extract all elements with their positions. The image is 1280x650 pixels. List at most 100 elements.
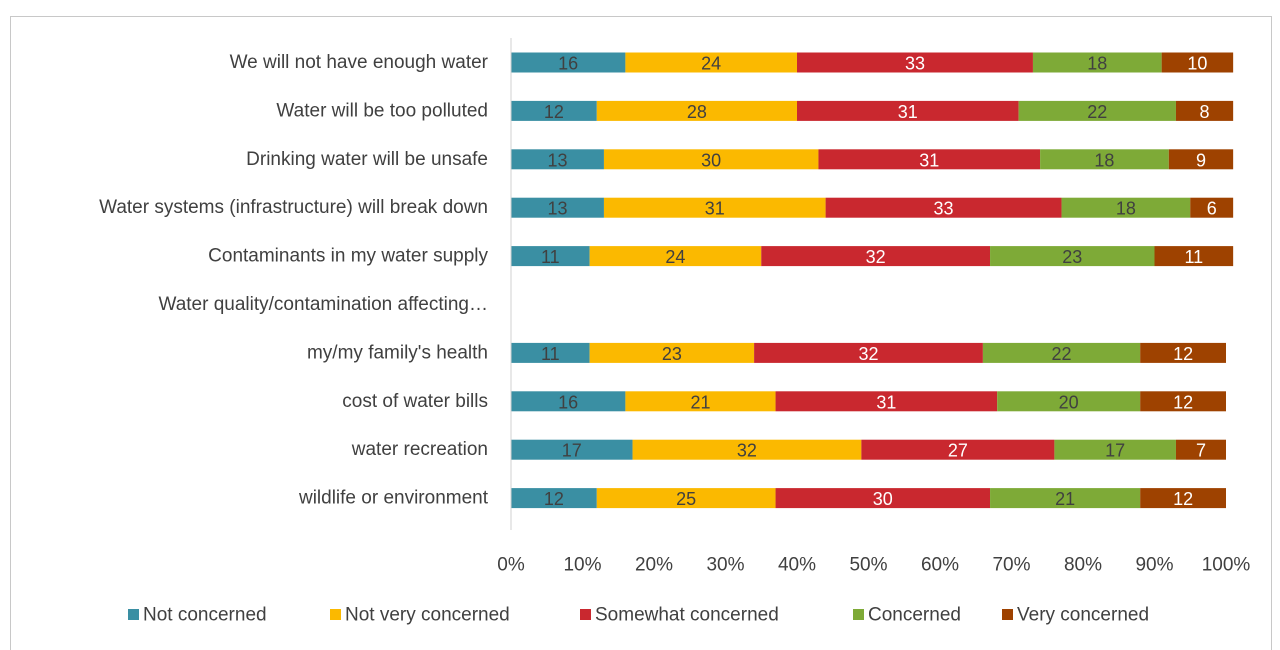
data-label: 16 (558, 54, 578, 74)
data-label: 22 (1052, 344, 1072, 364)
data-label: 30 (873, 489, 893, 509)
data-label: 12 (1173, 392, 1193, 412)
bar-segment (511, 149, 604, 170)
x-tick-label: 20% (635, 555, 673, 576)
data-label: 18 (1116, 199, 1136, 219)
bar-segment (797, 52, 1033, 73)
bar-segment (511, 246, 590, 267)
data-label: 20 (1059, 392, 1079, 412)
legend-item: Somewhat concerned (580, 605, 779, 626)
category-label: Contaminants in my water supply (208, 246, 488, 267)
data-label: 11 (1184, 247, 1203, 267)
bar-segment (625, 52, 797, 73)
category-label: my/my family's health (307, 342, 488, 363)
data-label: 8 (1200, 102, 1210, 122)
x-tick-label: 30% (706, 555, 744, 576)
legend-item: Concerned (853, 605, 961, 626)
bar-segment (625, 391, 776, 412)
x-tick-label: 60% (921, 555, 959, 576)
x-tick-label: 100% (1202, 555, 1251, 576)
data-label: 18 (1087, 54, 1107, 74)
legend-label: Somewhat concerned (595, 605, 779, 626)
legend-item: Very concerned (1002, 605, 1149, 626)
legend-label: Concerned (868, 605, 961, 626)
x-tick-label: 80% (1064, 555, 1102, 576)
data-label: 27 (948, 441, 968, 461)
bar-segment (511, 439, 633, 460)
data-label: 6 (1207, 199, 1217, 219)
data-label: 23 (1062, 247, 1082, 267)
data-label: 24 (701, 54, 721, 74)
bar-segment (596, 100, 797, 121)
x-tick-label: 0% (497, 555, 525, 576)
bar-segment (1168, 149, 1234, 170)
data-label: 31 (705, 199, 725, 219)
data-label: 21 (690, 392, 710, 412)
bar-segment (1061, 197, 1191, 218)
legend-item: Not very concerned (330, 605, 510, 626)
data-label: 12 (544, 489, 564, 509)
bar-segment (511, 52, 626, 73)
legend: Not concerned Not very concerned Somewhat … (128, 605, 1149, 626)
bar-segment (603, 197, 826, 218)
data-label: 18 (1094, 150, 1114, 170)
bar-segment (775, 488, 991, 509)
data-label: 22 (1087, 102, 1107, 122)
data-label: 33 (934, 199, 954, 219)
x-tick-label: 10% (563, 555, 601, 576)
x-tick-label: 40% (778, 555, 816, 576)
bar-segment (511, 391, 626, 412)
bar-segment (825, 197, 1062, 218)
bar-segment (1175, 100, 1234, 121)
data-label: 31 (876, 392, 896, 412)
data-label: 12 (1173, 344, 1193, 364)
bar-segment (775, 391, 998, 412)
bar-segment (632, 439, 862, 460)
data-label: 17 (1105, 441, 1125, 461)
category-label: Water systems (infrastructure) will brea… (99, 197, 488, 218)
bar-segment (511, 488, 597, 509)
x-axis-ticks: 0% 10% 20% 30% 40% 50% 60% 70% 80% 90% 100% (497, 555, 1250, 576)
bar-segment (990, 488, 1141, 509)
data-label: 11 (541, 344, 560, 364)
bars-layer: 16 24 33 18 10 12 28 31 22 8 13 30 31 18 9 13 31 33 18 6 11 2… (511, 52, 1234, 509)
data-label: 23 (662, 344, 682, 364)
data-label: 32 (737, 441, 757, 461)
bar-segment (1154, 246, 1234, 267)
bar-segment (589, 342, 755, 363)
data-label: 16 (558, 392, 578, 412)
x-tick-label: 70% (992, 555, 1030, 576)
bar-segment (511, 342, 590, 363)
legend-swatch (853, 609, 864, 620)
bar-segment (1190, 197, 1234, 218)
bar-segment (982, 342, 1141, 363)
data-label: 13 (547, 199, 567, 219)
data-label: 31 (919, 150, 939, 170)
legend-item: Not concerned (128, 605, 267, 626)
bar-segment (1140, 488, 1226, 509)
data-label: 24 (665, 247, 685, 267)
data-label: 11 (541, 247, 560, 267)
bar-segment (1140, 342, 1226, 363)
legend-swatch (128, 609, 139, 620)
bar-segment (1054, 439, 1176, 460)
data-label: 25 (676, 489, 696, 509)
data-label: 28 (687, 102, 707, 122)
bar-segment (990, 246, 1155, 267)
legend-label: Not concerned (143, 605, 267, 626)
bar-segment (1161, 52, 1234, 73)
category-label: We will not have enough water (230, 52, 489, 73)
category-label: cost of water bills (342, 391, 488, 412)
legend-swatch (580, 609, 591, 620)
bar-segment (754, 342, 983, 363)
data-label: 31 (898, 102, 918, 122)
legend-swatch (330, 609, 341, 620)
data-label: 12 (544, 102, 564, 122)
data-label: 10 (1187, 54, 1207, 74)
bar-segment (511, 197, 604, 218)
chart-area (10, 16, 1272, 650)
legend-label: Not very concerned (345, 605, 510, 626)
legend-swatch (1002, 609, 1013, 620)
data-label: 21 (1055, 489, 1075, 509)
